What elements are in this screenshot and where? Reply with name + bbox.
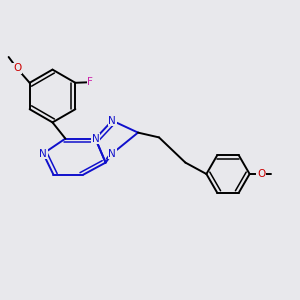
Text: F: F (87, 77, 93, 87)
Text: N: N (39, 148, 47, 159)
Text: O: O (13, 63, 21, 74)
Text: N: N (108, 116, 116, 126)
Text: N: N (108, 148, 116, 159)
Text: N: N (92, 134, 99, 144)
Text: O: O (257, 169, 265, 179)
